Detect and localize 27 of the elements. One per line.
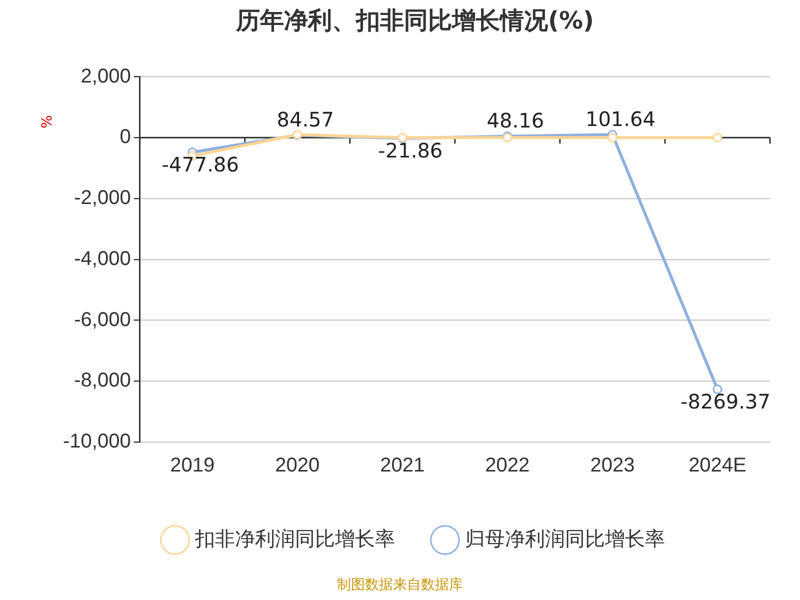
x-tick-label: 2019: [170, 454, 215, 477]
y-tick-label: 2,000: [80, 65, 131, 88]
y-tick-label: 0: [120, 126, 131, 148]
y-tick-label: -6,000: [74, 308, 131, 331]
legend-label: 归母净利润同比增长率: [465, 528, 665, 551]
y-axis-title: %: [40, 115, 56, 128]
chart-title: 历年净利、扣非同比增长情况(%): [235, 6, 594, 35]
y-tick-label: -4,000: [74, 248, 131, 270]
x-tick-label: 2021: [380, 454, 425, 477]
point: [712, 132, 722, 142]
y-tick-label: -10,000: [62, 430, 131, 453]
data-label: -477.86: [162, 152, 239, 176]
x-tick-label: 2024E: [688, 454, 746, 477]
point: [712, 384, 722, 394]
x-tick-label: 2022: [485, 454, 530, 477]
data-label: 84.57: [276, 107, 334, 132]
data-label: 101.64: [585, 106, 656, 131]
legend-label: 扣非净利润同比增长率: [194, 528, 395, 551]
point: [608, 132, 618, 142]
data-label: -8269.37: [680, 390, 770, 414]
data-label: -21.86: [378, 138, 443, 163]
data-label: 48.16: [486, 108, 544, 132]
y-tick-label: -8,000: [74, 370, 131, 392]
text: 制图数据来自数据库: [336, 576, 464, 594]
y-tick-label: -2,000: [74, 187, 131, 210]
x-tick-label: 2023: [590, 454, 635, 477]
x-tick-label: 2020: [275, 454, 320, 477]
